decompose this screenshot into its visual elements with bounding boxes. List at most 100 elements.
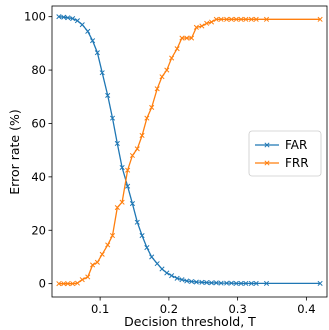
far-point (61, 14, 67, 20)
frr-point (164, 67, 170, 73)
far-point (74, 18, 80, 24)
frr-point (94, 259, 100, 265)
far-point (139, 233, 145, 239)
frr-point (61, 281, 67, 287)
far-point (109, 115, 116, 121)
far-point (233, 280, 239, 286)
legend-label-far: FAR (285, 138, 307, 152)
frr-point (224, 16, 230, 22)
far-point (99, 70, 105, 76)
far-point (129, 201, 135, 207)
frr-point (90, 262, 96, 268)
frr-point (125, 167, 131, 173)
series-far (56, 14, 323, 286)
far-point (70, 15, 76, 22)
legend-item-frr: FRR (255, 156, 309, 170)
frr-point (99, 251, 105, 257)
frr-point (253, 16, 259, 22)
far-point (169, 273, 175, 279)
far-point (317, 280, 323, 286)
x-tick-label: 0.4 (297, 302, 315, 316)
far-point (184, 278, 190, 284)
legend-marker-frr (264, 160, 270, 166)
frr-point (144, 115, 150, 121)
frr-point (159, 74, 165, 80)
frr-point (189, 35, 195, 41)
frr-point (169, 55, 175, 61)
frr-point (74, 280, 80, 286)
far-point (154, 261, 160, 267)
legend-label-frr: FRR (285, 156, 309, 170)
far-point (164, 270, 170, 276)
x-axis-label: Decision threshold, T (124, 314, 256, 329)
far-point (213, 280, 219, 286)
far-point (149, 254, 155, 260)
frr-point (119, 199, 125, 205)
far-point (253, 280, 259, 286)
legend-box (248, 130, 322, 177)
far-point (189, 278, 195, 285)
legend-entries: FAR FRR (255, 138, 309, 170)
far-point (218, 280, 224, 286)
frr-point (85, 274, 91, 280)
series-frr (56, 16, 323, 287)
legend: FAR FRR (248, 130, 322, 177)
frr-point (174, 46, 180, 52)
y-axis-label: Error rate (%) (7, 109, 22, 194)
far-point (125, 183, 131, 189)
y-tick-label: 80 (31, 63, 46, 77)
frr-point (114, 205, 120, 211)
frr-point (154, 86, 160, 92)
far-point (174, 275, 180, 281)
far-point (238, 280, 244, 286)
legend-item-far: FAR (255, 138, 307, 152)
frr-point (179, 35, 185, 41)
frr-point (149, 104, 155, 111)
y-tick-label: 100 (24, 10, 46, 24)
far-point (65, 15, 71, 21)
frr-point (139, 132, 145, 139)
frr-point (79, 277, 85, 283)
y-tick-label: 40 (31, 170, 46, 184)
frr-point (199, 23, 205, 29)
frr-point (208, 19, 215, 25)
frr-point (70, 281, 76, 287)
far-point (79, 22, 85, 28)
frr-point (218, 16, 224, 22)
far-point (105, 92, 111, 98)
frr-point (317, 16, 323, 22)
legend-marker-far (264, 142, 270, 148)
y-tick-label: 0 (39, 277, 46, 291)
far-point (144, 245, 150, 251)
far-point (119, 164, 125, 171)
far-point (56, 14, 62, 20)
far-point (243, 280, 249, 286)
frr-point (105, 242, 111, 248)
y-tick-label: 60 (31, 116, 46, 130)
far-point (193, 279, 199, 285)
far-point (90, 38, 96, 44)
y-tick-label: 20 (31, 223, 46, 237)
frr-point (263, 16, 270, 22)
far-point (85, 28, 91, 34)
frr-point (248, 16, 254, 22)
x-axis-ticks: 0.1 0.2 0.3 0.4 (91, 297, 316, 316)
frr-point (233, 16, 239, 22)
frr-point (65, 281, 71, 287)
frr-point (134, 146, 140, 152)
far-point (94, 50, 100, 56)
x-tick-label: 0.1 (91, 302, 109, 316)
far-point (208, 280, 215, 286)
y-axis-ticks: 0 20 40 60 80 100 (24, 10, 52, 291)
far-point (228, 280, 234, 286)
far-point (199, 279, 205, 285)
frr-point (243, 16, 249, 22)
frr-point (238, 16, 244, 22)
far-point (204, 280, 210, 286)
frr-point (109, 233, 116, 239)
far-point (134, 219, 140, 225)
far-point (159, 266, 165, 272)
far-point (263, 280, 270, 286)
frr-point (204, 20, 210, 26)
